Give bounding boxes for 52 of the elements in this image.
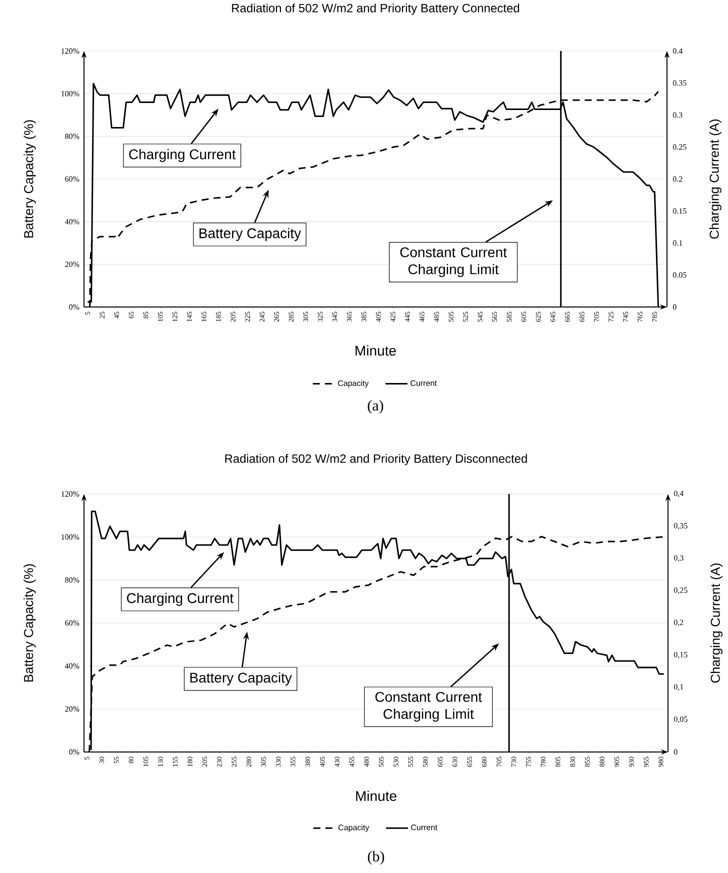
y2-tick-label: 0,1 bbox=[674, 684, 684, 691]
y2-tick-label: 0,3 bbox=[674, 555, 684, 562]
y2-tick-label: 0.2 bbox=[672, 176, 682, 182]
y2-tick-label: 0,4 bbox=[674, 490, 684, 498]
y2-tick-label: 0.4 bbox=[672, 48, 683, 54]
y-axis-title: Battery Capacity (%) bbox=[24, 564, 36, 682]
x-axis-title: Minute bbox=[356, 790, 396, 801]
y-tick-label: 60% bbox=[65, 176, 80, 182]
y2-tick-label: 0.3 bbox=[672, 112, 682, 118]
chart-title: Radiation of 502 W/m2 and Priority Battery Connected bbox=[232, 4, 520, 15]
annotation: Battery Capacity bbox=[190, 672, 292, 686]
legend-label: Capacity bbox=[338, 824, 370, 832]
y2-tick-label: 0,15 bbox=[674, 652, 688, 659]
y-tick-label: 120% bbox=[62, 491, 80, 497]
y2-axis-title: Charging Current (A) bbox=[710, 564, 723, 683]
y-tick-label: 20% bbox=[65, 262, 80, 268]
y2-tick-label: 0,05 bbox=[674, 716, 688, 724]
y2-tick-label: 0.1 bbox=[672, 240, 682, 246]
y2-tick-label: 0.15 bbox=[672, 208, 686, 214]
y2-tick-label: 0,35 bbox=[674, 522, 688, 530]
y-tick-label: 40% bbox=[64, 663, 80, 669]
y2-tick-label: 0.35 bbox=[672, 80, 686, 86]
y-tick-label: 0% bbox=[69, 304, 80, 310]
annotation: Constant Current Charging Limit bbox=[375, 692, 482, 722]
annotation: Battery Capacity bbox=[200, 228, 302, 241]
y2-axis-title: Charging Current (A) bbox=[709, 120, 722, 239]
y2-tick-label: 0,2 bbox=[674, 620, 684, 626]
legend-label: Current bbox=[410, 380, 437, 386]
y-axis-title: Battery Capacity (%) bbox=[24, 120, 36, 238]
annotation: Charging Current bbox=[126, 592, 234, 606]
y-tick-label: 100% bbox=[62, 534, 80, 540]
legend-label: Current bbox=[411, 824, 438, 830]
y-tick-label: 80% bbox=[65, 134, 80, 140]
y-tick-label: 120% bbox=[62, 48, 80, 54]
y-tick-label: 60% bbox=[65, 620, 80, 626]
y2-tick-label: 0,25 bbox=[674, 587, 688, 594]
y-tick-label: 20% bbox=[65, 706, 80, 712]
annotation: Constant Current Charging Limit bbox=[400, 247, 507, 278]
y2-tick-label: 0 bbox=[674, 749, 678, 755]
y2-tick-label: 0.05 bbox=[672, 272, 686, 278]
y-tick-label: 40% bbox=[64, 218, 80, 224]
y-tick-label: 80% bbox=[65, 577, 80, 583]
chart-title: Radiation of 502 W/m2 and Priority Battery Disconnected bbox=[225, 454, 527, 466]
y-tick-label: 0% bbox=[69, 749, 80, 755]
y2-tick-label: 0.25 bbox=[672, 144, 686, 150]
text: (a) bbox=[368, 400, 384, 414]
legend-label: Capacity bbox=[338, 380, 369, 388]
text: (b) bbox=[368, 850, 384, 865]
annotation: Charging Current bbox=[129, 149, 236, 162]
x-axis-title: Minute bbox=[356, 345, 396, 356]
y-tick-label: 100% bbox=[62, 90, 80, 96]
y2-tick-label: 0 bbox=[672, 304, 676, 310]
